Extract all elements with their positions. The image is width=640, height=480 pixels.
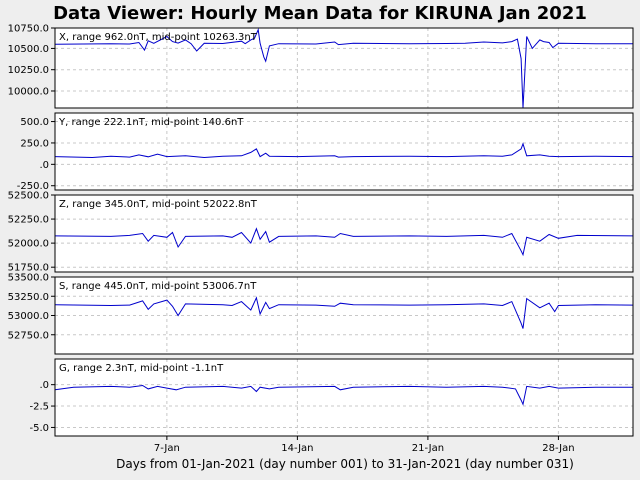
- y-tick-label: 500.0: [20, 117, 49, 128]
- y-tick-label: .0: [39, 160, 49, 171]
- panel-frame: [54, 358, 634, 437]
- y-tick-label: 10500.0: [8, 44, 49, 55]
- y-tick-label: 53500.0: [8, 273, 49, 284]
- y-tick-label: 10750.0: [8, 24, 49, 35]
- y-tick-label: 53250.0: [8, 292, 49, 303]
- y-tick-label: 52750.0: [8, 330, 49, 341]
- data-line-X: [54, 27, 633, 109]
- y-tick-label: -5.0: [29, 423, 49, 434]
- panel-label-Z: Z, range 345.0nT, mid-point 52022.8nT: [59, 199, 258, 210]
- panel-frame: [54, 194, 634, 273]
- x-tick-label: 21-Jan: [412, 443, 444, 454]
- y-tick-label: 10000.0: [8, 86, 49, 97]
- panel-label-X: X, range 962.0nT, mid-point 10263.3nT: [59, 32, 258, 43]
- data-line-G: [54, 384, 633, 406]
- panel-background: [55, 28, 633, 108]
- y-tick-label: -2.5: [29, 402, 49, 413]
- panel-frame: [54, 27, 634, 109]
- panel-background: [55, 195, 633, 272]
- x-tick-label: 28-Jan: [542, 443, 574, 454]
- panel-label-G: G, range 2.3nT, mid-point -1.1nT: [59, 363, 224, 374]
- panel-frame: [54, 276, 634, 355]
- chart-title: Data Viewer: Hourly Mean Data for KIRUNA…: [53, 3, 587, 24]
- data-line-Y: [54, 142, 634, 159]
- y-tick-label: 250.0: [20, 138, 49, 149]
- x-tick-label: 7-Jan: [154, 443, 180, 454]
- y-tick-label: .0: [39, 380, 49, 391]
- y-tick-label: 52000.0: [8, 239, 49, 250]
- y-tick-label: 10250.0: [8, 65, 49, 76]
- panel-frame: [54, 112, 634, 191]
- x-tick-label: 14-Jan: [281, 443, 313, 454]
- panel-background: [55, 359, 633, 436]
- data-line-Z: [54, 227, 634, 257]
- y-tick-label: 51750.0: [8, 263, 49, 274]
- y-tick-label: 52500.0: [8, 191, 49, 202]
- panel-label-Y: Y, range 222.1nT, mid-point 140.6nT: [58, 117, 244, 128]
- panel-background: [55, 113, 633, 190]
- panel-label-S: S, range 445.0nT, mid-point 53006.7nT: [59, 281, 257, 292]
- y-tick-label: -250.0: [17, 181, 49, 192]
- x-axis-label: Days from 01-Jan-2021 (day number 001) t…: [116, 457, 574, 471]
- y-tick-label: 53000.0: [8, 311, 49, 322]
- data-line-S: [54, 296, 634, 329]
- y-tick-label: 52250.0: [8, 215, 49, 226]
